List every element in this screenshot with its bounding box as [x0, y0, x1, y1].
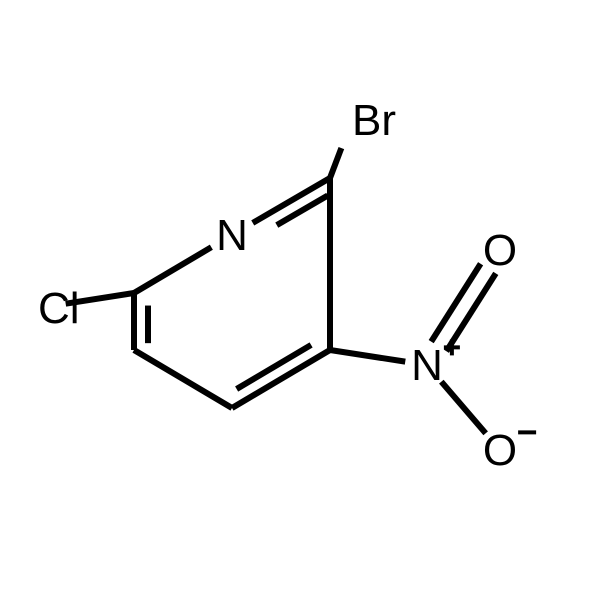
atom-Cl: Cl [38, 284, 80, 333]
atom-N_ring: N [216, 211, 248, 260]
atom-Br: Br [352, 96, 396, 145]
atom-O_bot: O [483, 426, 517, 475]
atom-O_top: O [483, 226, 517, 275]
atom-N_nitro: N [411, 341, 443, 390]
molecule-diagram: NBrClNOO [0, 0, 600, 600]
